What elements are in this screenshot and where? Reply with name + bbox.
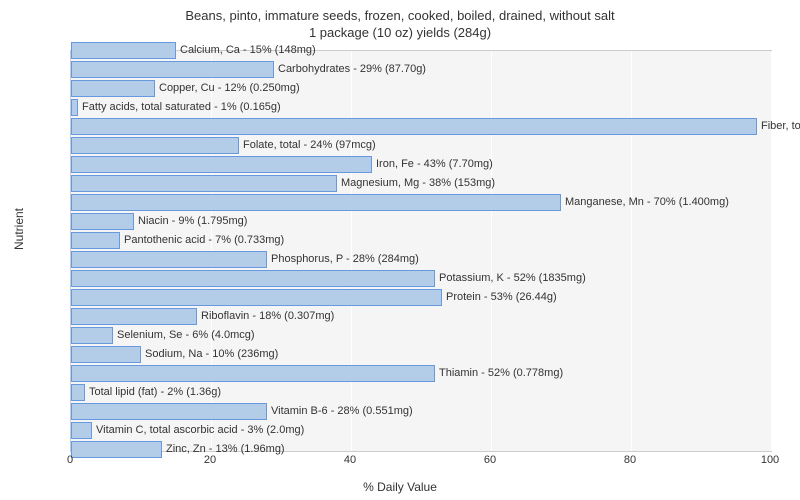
gridline (771, 51, 772, 451)
nutrient-bar-label: Fiber, total dietary - 98% (24.4g) (757, 118, 800, 135)
nutrient-bar-label: Potassium, K - 52% (1835mg) (435, 270, 586, 287)
nutrient-bar (71, 61, 274, 78)
nutrient-bar-label: Riboflavin - 18% (0.307mg) (197, 308, 334, 325)
nutrient-bar (71, 384, 85, 401)
nutrient-bar-label: Iron, Fe - 43% (7.70mg) (372, 156, 493, 173)
nutrient-bar (71, 175, 337, 192)
x-tick-label: 20 (204, 454, 216, 466)
nutrient-bar-label: Calcium, Ca - 15% (148mg) (176, 42, 316, 59)
nutrient-bar (71, 213, 134, 230)
nutrient-bar (71, 232, 120, 249)
chart-title-line2: 1 package (10 oz) yields (284g) (309, 25, 491, 40)
nutrient-bar (71, 251, 267, 268)
gridline (491, 51, 492, 451)
nutrient-bar-label: Carbohydrates - 29% (87.70g) (274, 61, 426, 78)
nutrient-bar (71, 194, 561, 211)
nutrient-bar-label: Zinc, Zn - 13% (1.96mg) (162, 441, 285, 458)
nutrient-bar (71, 441, 162, 458)
nutrient-bar-label: Vitamin C, total ascorbic acid - 3% (2.0… (92, 422, 304, 439)
x-tick-label: 40 (344, 454, 356, 466)
nutrient-bar-label: Total lipid (fat) - 2% (1.36g) (85, 384, 221, 401)
nutrient-bar-label: Sodium, Na - 10% (236mg) (141, 346, 278, 363)
nutrient-bar-label: Phosphorus, P - 28% (284mg) (267, 251, 419, 268)
nutrient-bar (71, 308, 197, 325)
nutrient-bar (71, 156, 372, 173)
x-tick-label: 100 (761, 454, 779, 466)
nutrient-bar (71, 42, 176, 59)
chart-title: Beans, pinto, immature seeds, frozen, co… (0, 0, 800, 42)
nutrient-bar-label: Fatty acids, total saturated - 1% (0.165… (78, 99, 281, 116)
chart-title-line1: Beans, pinto, immature seeds, frozen, co… (185, 8, 614, 23)
nutrient-bar (71, 403, 267, 420)
nutrient-bar-label: Manganese, Mn - 70% (1.400mg) (561, 194, 729, 211)
nutrient-bar-label: Protein - 53% (26.44g) (442, 289, 557, 306)
nutrient-bar-label: Selenium, Se - 6% (4.0mcg) (113, 327, 255, 344)
x-tick-label: 60 (484, 454, 496, 466)
gridline (631, 51, 632, 451)
nutrient-bar-label: Pantothenic acid - 7% (0.733mg) (120, 232, 284, 249)
nutrient-bar-label: Copper, Cu - 12% (0.250mg) (155, 80, 300, 97)
nutrient-bar (71, 137, 239, 154)
nutrient-bar-label: Vitamin B-6 - 28% (0.551mg) (267, 403, 413, 420)
plot-area: Calcium, Ca - 15% (148mg)Carbohydrates -… (70, 50, 772, 452)
nutrient-bar (71, 346, 141, 363)
nutrient-bar (71, 365, 435, 382)
nutrient-bar-label: Thiamin - 52% (0.778mg) (435, 365, 563, 382)
nutrient-bar (71, 289, 442, 306)
nutrient-bar (71, 99, 78, 116)
nutrient-bar (71, 80, 155, 97)
nutrient-bar (71, 422, 92, 439)
x-tick-label: 80 (624, 454, 636, 466)
nutrient-bar-label: Folate, total - 24% (97mcg) (239, 137, 376, 154)
x-axis-label: % Daily Value (0, 480, 800, 494)
nutrient-bar-label: Niacin - 9% (1.795mg) (134, 213, 247, 230)
nutrient-chart: Beans, pinto, immature seeds, frozen, co… (0, 0, 800, 500)
nutrient-bar (71, 270, 435, 287)
y-axis-label: Nutrient (12, 208, 26, 250)
nutrient-bar (71, 118, 757, 135)
nutrient-bar-label: Magnesium, Mg - 38% (153mg) (337, 175, 495, 192)
x-tick-label: 0 (67, 454, 73, 466)
nutrient-bar (71, 327, 113, 344)
